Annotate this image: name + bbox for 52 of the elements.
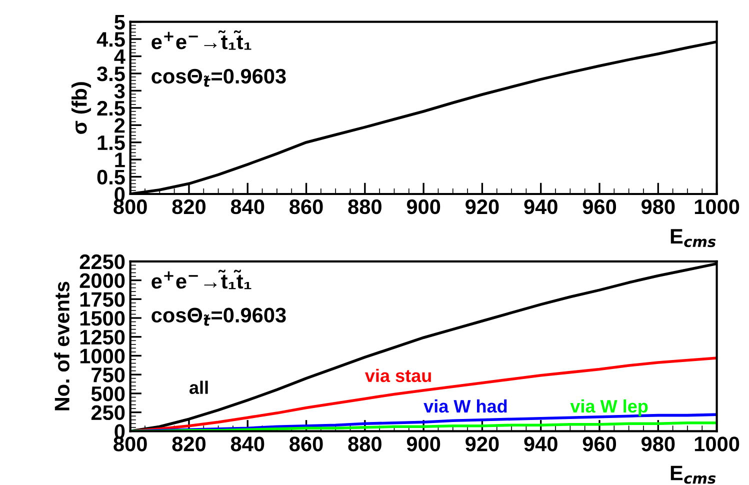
y-tick-label: 1 xyxy=(115,152,125,168)
y-tick-label: 4 xyxy=(114,49,126,64)
x-tick-label: 840 xyxy=(230,199,264,214)
y-axis-title: No. of events xyxy=(54,282,70,410)
y-tick-label: 0.5 xyxy=(97,170,125,185)
annotation: cosΘ$_{t̃}$=0.9603 xyxy=(152,68,286,87)
x-tick-label: 900 xyxy=(406,436,440,452)
x-tick-label: 940 xyxy=(524,199,558,214)
x-tick-label: 840 xyxy=(230,436,264,452)
y-tick-label: 1000 xyxy=(80,348,125,364)
x-tick-label: 800 xyxy=(114,436,147,452)
series-label: all xyxy=(190,380,208,394)
y-tick-label: 5 xyxy=(114,15,125,30)
annotation: e$^{+}$e$^{−}$→t̃₁t̃₁ xyxy=(152,270,252,290)
y-tick-label: 2 xyxy=(114,118,125,133)
y-tick-label: 500 xyxy=(91,386,125,402)
y-tick-label: 2.5 xyxy=(97,100,125,116)
x-tick-label: 960 xyxy=(582,436,616,452)
x-axis-title: E$_{cms}$ xyxy=(670,466,716,484)
x-tick-label: 820 xyxy=(172,199,206,214)
y-tick-label: 3 xyxy=(114,84,125,98)
x-tick-label: 960 xyxy=(582,199,616,214)
series-label: via W had xyxy=(424,399,507,413)
annotation: e$^{+}$e$^{−}$→t̃₁t̃₁ xyxy=(152,30,252,50)
y-tick-label: 3.5 xyxy=(96,66,125,82)
x-tick-label: 880 xyxy=(348,199,382,214)
x-tick-label: 980 xyxy=(641,436,675,452)
x-tick-label: 920 xyxy=(466,199,499,214)
series-label: via W lep xyxy=(570,399,648,416)
x-tick-label: 980 xyxy=(641,199,675,214)
x-tick-label: 880 xyxy=(348,436,382,452)
x-tick-label: 1000 xyxy=(694,199,740,214)
x-tick-label: 860 xyxy=(290,436,323,452)
y-tick-label: 1500 xyxy=(80,311,125,326)
y-tick-label: 750 xyxy=(92,368,125,382)
x-tick-label: 860 xyxy=(290,199,323,214)
x-tick-label: 820 xyxy=(172,436,206,452)
x-axis-title: E$_{cms}$ xyxy=(670,229,716,248)
y-tick-label: 2250 xyxy=(80,254,125,270)
y-tick-label: 4.5 xyxy=(96,32,125,47)
annotation: cosΘ$_{t̃}$=0.9603 xyxy=(152,308,286,326)
y-tick-label: 1.5 xyxy=(98,136,125,150)
y-tick-label: 2000 xyxy=(80,273,125,288)
x-tick-label: 940 xyxy=(524,436,558,452)
x-tick-label: 920 xyxy=(466,436,499,452)
series-label: via stau xyxy=(364,368,431,382)
y-tick-label: 1250 xyxy=(80,330,125,345)
y-tick-label: 250 xyxy=(91,405,125,420)
y-tick-label: 1750 xyxy=(80,292,125,307)
x-tick-label: 900 xyxy=(406,199,440,214)
y-axis-title: σ (fb) xyxy=(72,82,91,134)
x-tick-label: 1000 xyxy=(694,436,740,452)
